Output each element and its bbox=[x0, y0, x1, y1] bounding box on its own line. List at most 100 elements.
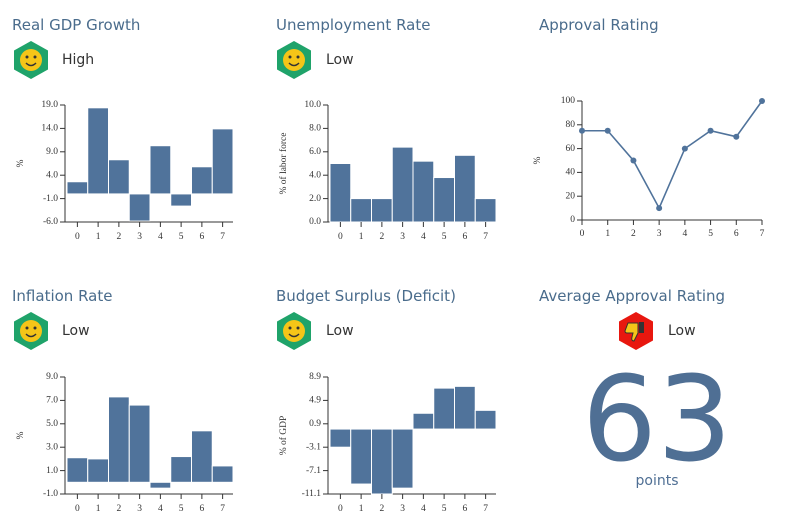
y-tick-label: 14.0 bbox=[41, 124, 58, 134]
bar bbox=[66, 457, 89, 483]
point bbox=[630, 157, 637, 164]
y-tick-label: 20 bbox=[566, 191, 576, 201]
bar bbox=[170, 456, 192, 483]
x-tick-label: 5 bbox=[442, 232, 447, 242]
y-tick-label: 80 bbox=[566, 120, 576, 130]
x-tick-label: 0 bbox=[75, 232, 80, 242]
y-tick-label: -7.1 bbox=[306, 466, 321, 476]
x-tick-label: 3 bbox=[400, 504, 405, 514]
y-tick-label: -1.0 bbox=[43, 194, 58, 204]
point bbox=[656, 205, 663, 212]
y-tick-label: 1.0 bbox=[46, 466, 58, 476]
kpi-status: Low bbox=[668, 323, 696, 339]
bar bbox=[454, 154, 476, 223]
x-tick-label: 7 bbox=[760, 229, 765, 239]
y-tick-label: -6.0 bbox=[43, 217, 58, 227]
chart-title: Approval Rating bbox=[539, 16, 659, 34]
point bbox=[681, 145, 688, 152]
bar bbox=[149, 481, 172, 489]
y-tick-label: 0.9 bbox=[309, 419, 321, 429]
y-tick-label: 19.0 bbox=[41, 100, 58, 110]
x-tick-label: 1 bbox=[605, 229, 610, 239]
x-tick-label: 0 bbox=[338, 232, 343, 242]
thumbs-down-icon bbox=[619, 312, 653, 350]
x-tick-label: 2 bbox=[631, 229, 636, 239]
x-tick-label: 0 bbox=[338, 504, 343, 514]
x-tick-label: 2 bbox=[380, 504, 385, 514]
x-tick-label: 7 bbox=[220, 504, 225, 514]
y-tick-label: 2.0 bbox=[309, 194, 321, 204]
y-tick-label: 40 bbox=[566, 168, 576, 178]
x-tick-label: 7 bbox=[483, 232, 488, 242]
bar bbox=[391, 146, 414, 223]
chart-title: Real GDP Growth bbox=[12, 16, 140, 34]
point bbox=[579, 127, 585, 134]
y-tick-label: 5.0 bbox=[46, 419, 58, 429]
x-tick-label: 3 bbox=[137, 504, 142, 514]
y-tick-label: 9.0 bbox=[46, 147, 58, 157]
y-axis-label: % of labor force bbox=[278, 133, 289, 195]
x-tick-label: 5 bbox=[708, 229, 713, 239]
bar bbox=[371, 198, 393, 223]
y-tick-label: -11.1 bbox=[302, 489, 322, 499]
x-tick-label: 2 bbox=[117, 232, 122, 242]
bar bbox=[66, 181, 89, 195]
x-tick-label: 5 bbox=[442, 504, 447, 514]
x-tick-label: 7 bbox=[220, 232, 225, 242]
point bbox=[733, 133, 740, 140]
x-tick-label: 6 bbox=[200, 232, 205, 242]
y-tick-label: 100 bbox=[561, 96, 576, 106]
x-tick-label: 3 bbox=[137, 232, 142, 242]
y-tick-label: 9.0 bbox=[46, 372, 58, 382]
point bbox=[759, 98, 765, 104]
y-axis-label: % bbox=[533, 156, 543, 164]
y-tick-label: 4.0 bbox=[309, 170, 321, 180]
bar bbox=[474, 409, 497, 430]
y-tick-label: 7.0 bbox=[46, 396, 58, 406]
bar bbox=[412, 412, 435, 430]
bar bbox=[329, 428, 352, 448]
point bbox=[707, 127, 714, 134]
y-tick-label: -3.1 bbox=[306, 442, 321, 452]
x-tick-label: 4 bbox=[158, 504, 163, 514]
bar bbox=[433, 177, 455, 223]
x-tick-label: 6 bbox=[463, 232, 468, 242]
x-tick-label: 6 bbox=[734, 229, 739, 239]
point bbox=[604, 127, 611, 134]
bar bbox=[128, 404, 151, 483]
bar bbox=[474, 198, 497, 223]
y-axis-label: % bbox=[16, 159, 26, 167]
bar bbox=[149, 145, 172, 195]
bar bbox=[108, 159, 130, 195]
smile-icon bbox=[277, 41, 311, 79]
y-tick-label: 0.0 bbox=[309, 217, 321, 227]
x-tick-label: 1 bbox=[359, 504, 364, 514]
x-tick-label: 2 bbox=[117, 504, 122, 514]
y-tick-label: 60 bbox=[566, 144, 576, 154]
kpi-title: Average Approval Rating bbox=[539, 287, 725, 305]
bar bbox=[211, 465, 234, 483]
kpi-value: 63 bbox=[582, 350, 732, 488]
smile-icon bbox=[277, 312, 311, 350]
bar bbox=[191, 430, 213, 483]
bar bbox=[191, 166, 213, 195]
bar bbox=[170, 193, 192, 207]
bar bbox=[108, 396, 130, 483]
x-tick-label: 3 bbox=[657, 229, 662, 239]
x-tick-label: 1 bbox=[96, 232, 101, 242]
y-tick-label: 4.0 bbox=[46, 170, 58, 180]
x-tick-label: 5 bbox=[179, 232, 184, 242]
y-axis-label: % of GDP bbox=[278, 416, 289, 456]
bar bbox=[350, 198, 372, 223]
bar bbox=[412, 160, 435, 223]
status-text: Low bbox=[62, 323, 90, 339]
smile-icon bbox=[14, 41, 48, 79]
x-tick-label: 4 bbox=[421, 232, 426, 242]
x-tick-label: 1 bbox=[359, 232, 364, 242]
x-tick-label: 1 bbox=[96, 504, 101, 514]
x-tick-label: 4 bbox=[158, 232, 163, 242]
y-tick-label: 6.0 bbox=[309, 147, 321, 157]
x-tick-label: 6 bbox=[200, 504, 205, 514]
y-tick-label: -1.0 bbox=[43, 489, 58, 499]
smile-icon bbox=[14, 312, 48, 350]
